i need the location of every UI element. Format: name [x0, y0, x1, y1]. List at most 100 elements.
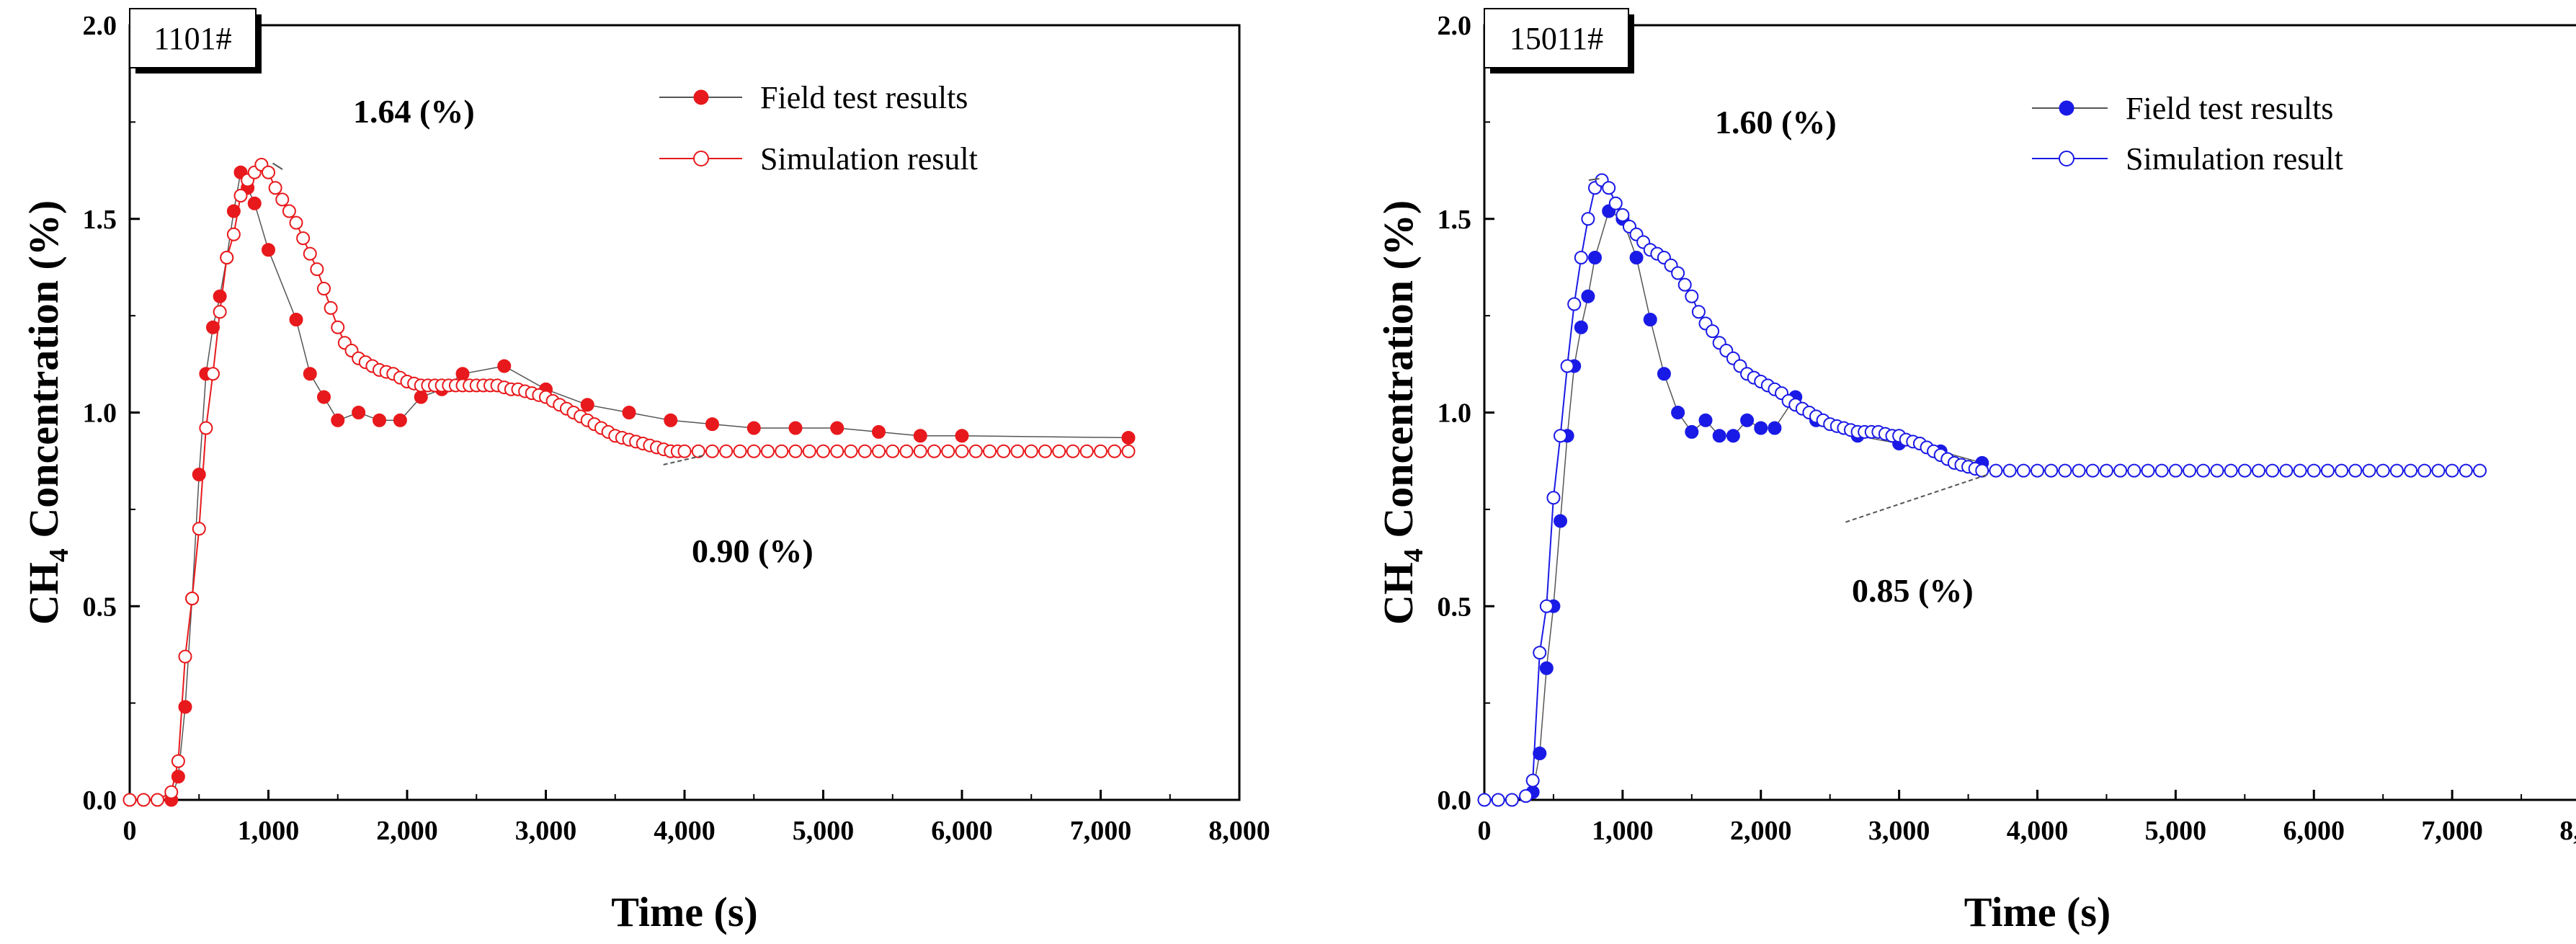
- data-point-simulation: [2196, 463, 2211, 478]
- data-point-simulation: [2293, 463, 2307, 478]
- y-tick-label: 0.0: [1438, 785, 1472, 816]
- data-point-simulation: [2031, 463, 2044, 478]
- data-point-field-test: [830, 421, 844, 435]
- data-point-field-test: [1539, 661, 1554, 675]
- series-tag-box: [1484, 8, 1629, 68]
- data-point-simulation: [1079, 444, 1094, 458]
- data-point-simulation: [275, 192, 290, 207]
- plot-frame: [128, 24, 1241, 801]
- data-point-field-test: [1740, 413, 1755, 427]
- series-tag-label: 1101#: [153, 21, 231, 56]
- data-point-simulation: [830, 444, 844, 458]
- x-tick-label: 8,000: [2559, 816, 2576, 846]
- legend-marker-simulation: [693, 151, 709, 166]
- x-tick-label: 1,000: [1592, 816, 1654, 846]
- y-axis-label: CH4 Concentration (%): [20, 200, 74, 625]
- data-point-simulation: [983, 444, 997, 458]
- data-point-simulation: [2210, 463, 2224, 478]
- data-point-simulation: [310, 262, 324, 277]
- x-tick-label: 6,000: [931, 816, 993, 846]
- data-point-simulation: [2389, 463, 2404, 478]
- y-tick-label: 1.0: [83, 398, 117, 429]
- series-line-field-test: [1532, 210, 1983, 793]
- data-point-field-test: [1657, 367, 1671, 381]
- data-point-simulation: [164, 785, 179, 799]
- data-point-simulation: [775, 444, 789, 458]
- data-point-simulation: [968, 444, 983, 458]
- legend-marker-field-test: [2059, 100, 2074, 116]
- data-point-simulation: [844, 444, 858, 458]
- data-point-simulation: [733, 444, 747, 458]
- y-axis-label-main: CH: [20, 562, 67, 625]
- data-point-simulation: [268, 181, 282, 195]
- y-axis-label-subscript: 4: [44, 548, 74, 562]
- data-point-field-test: [664, 413, 678, 427]
- data-point-simulation: [2376, 463, 2390, 478]
- data-point-field-test: [1643, 313, 1657, 326]
- data-point-field-test: [913, 429, 927, 443]
- data-point-simulation: [1052, 444, 1066, 458]
- data-point-simulation: [1554, 429, 1568, 443]
- data-point-simulation: [226, 227, 241, 241]
- annotation-leader-line: [1588, 178, 1600, 181]
- y-tick-label: 1.5: [83, 205, 117, 235]
- data-point-field-test: [455, 367, 470, 381]
- data-point-simulation: [2141, 463, 2155, 478]
- legend-entry-label: Field test results: [2126, 91, 2333, 126]
- data-point-simulation: [1505, 793, 1519, 807]
- data-point-simulation: [677, 444, 692, 458]
- data-point-simulation: [1567, 297, 1582, 311]
- chart-15011: 0 1,000 2,000 3,000 4,000 5,000 6,000 7,000 8,00…: [1355, 0, 2576, 944]
- data-point-simulation: [282, 204, 296, 218]
- data-point-simulation: [2417, 463, 2432, 478]
- data-point-simulation: [303, 246, 317, 261]
- y-axis-label-main: CH: [1375, 562, 1422, 625]
- data-point-simulation: [927, 444, 941, 458]
- data-point-field-test: [1588, 251, 1602, 264]
- data-point-simulation: [872, 444, 886, 458]
- data-point-simulation: [206, 367, 220, 381]
- data-point-simulation: [185, 592, 200, 605]
- data-point-field-test: [1629, 251, 1644, 264]
- data-point-field-test: [1671, 406, 1685, 419]
- data-point-simulation: [1525, 773, 1540, 788]
- y-tick-label: 1.5: [1438, 205, 1472, 235]
- data-point-simulation: [2002, 463, 2017, 478]
- data-point-simulation: [1574, 251, 1588, 264]
- data-point-simulation: [136, 793, 151, 807]
- x-tick-label: 8,000: [1208, 816, 1270, 846]
- data-point-simulation: [2168, 463, 2183, 478]
- data-point-simulation: [2072, 463, 2086, 478]
- data-point-simulation: [886, 444, 900, 458]
- data-point-simulation: [761, 444, 775, 458]
- data-point-simulation: [1066, 444, 1080, 458]
- data-point-field-test: [289, 313, 303, 326]
- data-point-simulation: [192, 522, 206, 536]
- data-point-field-test: [955, 429, 969, 443]
- data-point-simulation: [2404, 463, 2418, 478]
- data-point-simulation: [691, 444, 705, 458]
- data-point-simulation: [1560, 359, 1574, 373]
- data-point-simulation: [1024, 444, 1038, 458]
- data-point-field-test: [393, 413, 407, 427]
- data-point-simulation: [1691, 305, 1706, 319]
- data-point-simulation: [1491, 793, 1505, 807]
- x-tick-label: 7,000: [1070, 816, 1132, 846]
- chart-1101: 0 1,000 2,000 3,000 4,000 5,000 6,000 7,000 8,00…: [20, 8, 1270, 935]
- data-point-simulation: [1685, 289, 1699, 303]
- data-point-field-test: [1554, 514, 1568, 528]
- data-point-simulation: [1671, 266, 1685, 280]
- data-point-simulation: [2265, 463, 2280, 478]
- data-point-field-test: [1533, 747, 1547, 760]
- y-tick-label: 0.5: [1438, 592, 1472, 622]
- data-point-simulation: [1677, 277, 1692, 292]
- legend-entry-label: Simulation result: [760, 141, 978, 177]
- data-point-field-test: [178, 700, 192, 714]
- data-point-simulation: [1602, 181, 1616, 195]
- y-tick-label: 2.0: [1438, 11, 1472, 41]
- data-point-simulation: [220, 251, 234, 264]
- annotation-label: 1.60 (%): [1715, 104, 1837, 141]
- data-point-simulation: [2113, 463, 2128, 478]
- plot-frame: [1483, 24, 2576, 801]
- x-tick-label: 2,000: [376, 816, 438, 846]
